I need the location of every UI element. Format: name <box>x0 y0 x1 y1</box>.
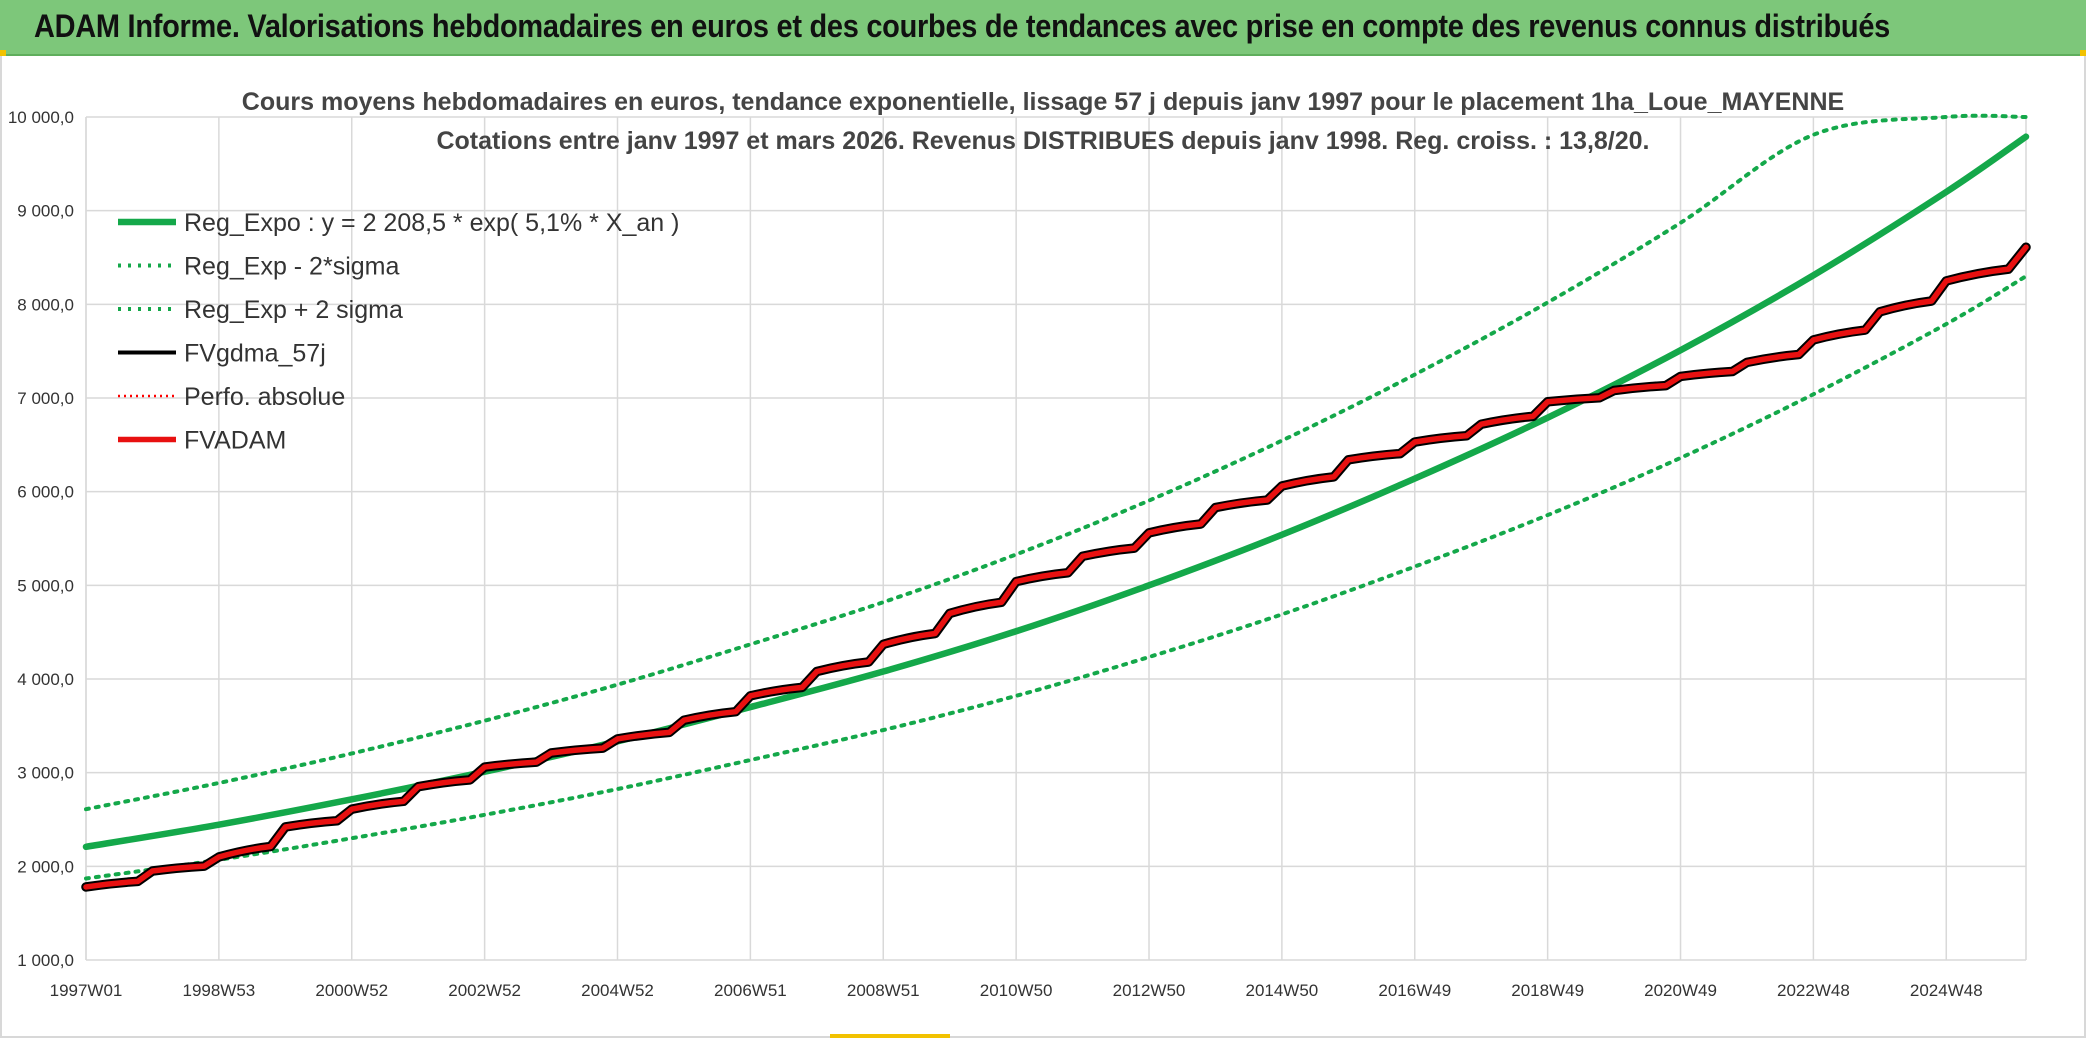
x-tick-label: 2020W49 <box>1644 981 1717 1000</box>
x-tick-label: 2008W51 <box>847 981 920 1000</box>
y-tick-label: 4 000,0 <box>17 670 74 689</box>
y-tick-label: 2 000,0 <box>17 857 74 876</box>
legend-label: Reg_Expo : y = 2 208,5 * exp( 5,1% * X_a… <box>184 209 679 237</box>
x-tick-label: 2012W50 <box>1113 981 1186 1000</box>
x-tick-label: 1998W53 <box>182 981 255 1000</box>
legend: Reg_Expo : y = 2 208,5 * exp( 5,1% * X_a… <box>118 209 679 455</box>
chart-title-line: Cours moyens hebdomadaires en euros, ten… <box>242 88 1844 116</box>
report-banner: ADAM Informe. Valorisations hebdomadaire… <box>0 0 2086 56</box>
series-line-perfo-absolue <box>84 245 2028 889</box>
x-tick-label: 2004W52 <box>581 981 654 1000</box>
chart-grid <box>85 116 2027 961</box>
bottom-accent <box>830 1034 950 1038</box>
x-tick-label: 2022W48 <box>1777 981 1850 1000</box>
corner-marker <box>0 50 6 56</box>
chart-frame <box>0 56 2086 1038</box>
x-tick-label: 2006W51 <box>714 981 787 1000</box>
y-axis: 1 000,0 2 000,0 3 000,0 4 000,0 5 000,0 6 000… <box>8 108 74 970</box>
corner-marker <box>2080 50 2086 56</box>
x-tick-label: 2010W50 <box>980 981 1053 1000</box>
y-tick-label: 6 000,0 <box>17 483 74 502</box>
chart-title-line: Cotations entre janv 1997 et mars 2026. … <box>436 127 1649 155</box>
series-line-reg-exp-2-sigma <box>84 113 2028 812</box>
chart-title-block: Cours moyens hebdomadaires en euros, ten… <box>242 88 1844 155</box>
series-line-reg-exp-2-sigma <box>84 274 2028 881</box>
x-tick-label: 2016W49 <box>1378 981 1451 1000</box>
y-tick-label: 3 000,0 <box>17 764 74 783</box>
report-title: ADAM Informe. Valorisations hebdomadaire… <box>34 8 1891 44</box>
x-axis: 1997W01 1998W53 2000W52 2002W52 2004W52 2006W… <box>50 981 1983 1000</box>
x-tick-label: 2018W49 <box>1511 981 1584 1000</box>
x-tick-label: 2014W50 <box>1245 981 1318 1000</box>
plot-area <box>81 113 2031 892</box>
y-tick-label: 5 000,0 <box>17 576 74 595</box>
y-tick-label: 8 000,0 <box>17 295 74 314</box>
x-tick-label: 1997W01 <box>50 981 123 1000</box>
legend-label: FVADAM <box>184 427 286 455</box>
y-tick-label: 1 000,0 <box>17 951 74 970</box>
legend-label: Reg_Exp + 2 sigma <box>184 296 403 324</box>
legend-label: FVgdma_57j <box>184 340 326 368</box>
series-line-fvgdma-57j <box>81 242 2031 892</box>
x-tick-label: 2002W52 <box>448 981 521 1000</box>
legend-label: Perfo. absolue <box>184 383 345 411</box>
y-tick-label: 7 000,0 <box>17 389 74 408</box>
y-tick-label: 10 000,0 <box>8 108 74 127</box>
y-tick-label: 9 000,0 <box>17 202 74 221</box>
x-tick-label: 2024W48 <box>1910 981 1983 1000</box>
x-tick-label: 2000W52 <box>315 981 388 1000</box>
series-line-fvadam <box>83 244 2029 890</box>
legend-label: Reg_Exp - 2*sigma <box>184 253 399 281</box>
